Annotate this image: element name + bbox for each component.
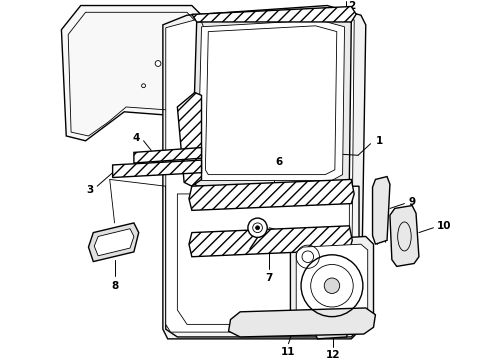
Polygon shape [192,14,351,186]
Polygon shape [163,5,366,339]
Circle shape [142,84,146,87]
Text: 12: 12 [326,350,340,360]
Text: 6: 6 [275,157,282,167]
Polygon shape [113,160,201,177]
Polygon shape [192,6,356,22]
Polygon shape [390,206,419,266]
Circle shape [256,226,260,230]
Polygon shape [296,244,368,320]
Polygon shape [197,20,344,180]
Text: 1: 1 [375,136,383,146]
Circle shape [155,60,161,66]
Polygon shape [166,12,354,332]
Text: 4: 4 [132,133,140,143]
Polygon shape [372,176,390,244]
Polygon shape [189,179,354,210]
Polygon shape [166,186,359,337]
Polygon shape [189,226,352,257]
Polygon shape [177,194,349,324]
Text: 8: 8 [111,281,118,291]
Text: 3: 3 [86,185,93,195]
Polygon shape [61,5,211,141]
Text: 5: 5 [293,228,299,238]
Text: 7: 7 [266,273,273,283]
Polygon shape [228,308,375,337]
Circle shape [253,223,262,233]
Text: 10: 10 [436,221,451,231]
Circle shape [324,278,340,293]
Circle shape [248,218,267,237]
Text: 11: 11 [281,347,296,357]
Polygon shape [134,148,201,163]
Text: 2: 2 [348,1,356,11]
Polygon shape [177,93,201,186]
Polygon shape [291,237,373,327]
Text: 9: 9 [408,197,416,207]
Polygon shape [89,223,139,262]
Polygon shape [315,323,349,339]
Polygon shape [94,229,134,256]
